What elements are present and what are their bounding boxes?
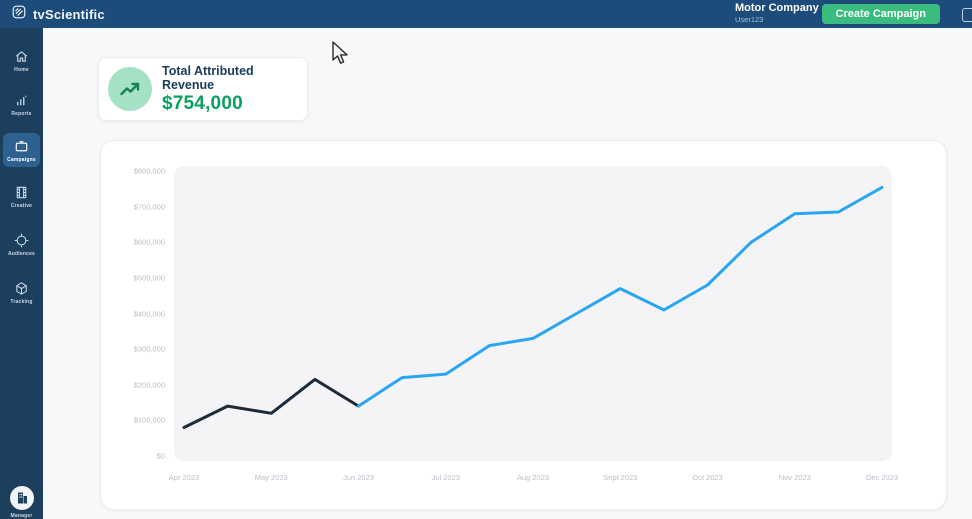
trend-up-arrow-icon [120, 82, 140, 96]
x-tick-label: Sept 2023 [603, 473, 638, 482]
x-tick-label: Nov 2023 [778, 473, 811, 482]
tv-icon [15, 141, 28, 152]
y-tick-label: $800,000 [133, 166, 165, 176]
line-segment-dark [182, 377, 360, 429]
sidebar-item-label: Tracking [10, 299, 33, 305]
x-tick-label: Jun 2023 [343, 473, 374, 482]
film-strip-icon [16, 186, 27, 199]
sidebar-item-label: Audiences [7, 251, 36, 257]
mouse-cursor [331, 41, 352, 72]
sidebar-nav: Home Reports Campaigns Creative Audience… [0, 28, 43, 519]
revenue-line-chart [182, 185, 884, 429]
create-campaign-button[interactable]: Create Campaign [821, 4, 940, 24]
sidebar-item-campaigns[interactable]: Campaigns [0, 138, 43, 163]
brand-name: tvScientific [33, 6, 105, 22]
home-icon [15, 51, 28, 62]
line-segment-blue [357, 185, 884, 408]
edge-clipped-icon [962, 8, 972, 22]
plot-area [174, 166, 892, 461]
account-switcher[interactable]: Motor Company ⌄ User123 [735, 2, 829, 24]
y-tick-label: $0 [156, 451, 165, 461]
metric-value: $754,000 [162, 92, 243, 114]
tvscientific-logo-icon [11, 4, 27, 25]
cube-network-icon [16, 282, 27, 295]
total-revenue-card: Total Attributed Revenue $754,000 [98, 57, 308, 121]
y-tick-label: $300,000 [133, 344, 165, 354]
sidebar-account-avatar[interactable]: Manager [0, 485, 43, 519]
sidebar-item-label: Campaigns [7, 157, 36, 163]
revenue-chart-card: $800,000 $700,000 $600,000 $500,000 $400,000… [100, 140, 947, 510]
x-axis: Apr 2023 May 2023 Jun 2023 Jul 2023 Aug 2023… [101, 141, 946, 509]
y-tick-label: $600,000 [133, 237, 165, 247]
trend-up-circle [108, 67, 152, 111]
top-bar: tvScientific Motor Company ⌄ User123 Cre… [0, 0, 972, 28]
y-tick-label: $200,000 [133, 380, 165, 390]
sidebar-item-label: Creative [10, 203, 33, 209]
metric-title: Total Attributed Revenue [162, 63, 254, 92]
y-tick-label: $700,000 [133, 202, 165, 212]
y-tick-label: $400,000 [133, 309, 165, 318]
target-icon [14, 233, 29, 248]
y-axis: $800,000 $700,000 $600,000 $500,000 $400,000… [101, 141, 169, 509]
sidebar-item-creative[interactable]: Creative [0, 184, 43, 209]
sidebar-item-reports[interactable]: Reports [0, 92, 43, 117]
bar-chart-icon [17, 95, 27, 106]
sidebar-active-highlight [3, 133, 40, 167]
x-tick-label: Aug 2023 [516, 473, 550, 482]
account-user: User123 [735, 15, 764, 24]
account-name: Motor Company [735, 2, 819, 14]
x-tick-label: Dec 2023 [865, 473, 899, 482]
y-tick-label: $100,000 [133, 415, 165, 425]
x-tick-label: May 2023 [254, 473, 288, 482]
sidebar-item-label: Home [14, 67, 29, 73]
x-tick-label: Apr 2023 [168, 473, 200, 482]
sidebar-item-label: Manager [10, 513, 33, 519]
sidebar-item-home[interactable]: Home [0, 48, 43, 73]
sidebar-item-label: Reports [11, 111, 32, 117]
x-tick-label: Jul 2023 [431, 473, 460, 482]
sidebar-item-tracking[interactable]: Tracking [0, 280, 43, 305]
x-tick-label: Oct 2023 [692, 473, 723, 482]
y-tick-label: $500,000 [133, 273, 165, 283]
brand[interactable]: tvScientific [11, 4, 105, 25]
organization-icon [9, 486, 34, 510]
sidebar-item-audiences[interactable]: Audiences [0, 232, 43, 257]
